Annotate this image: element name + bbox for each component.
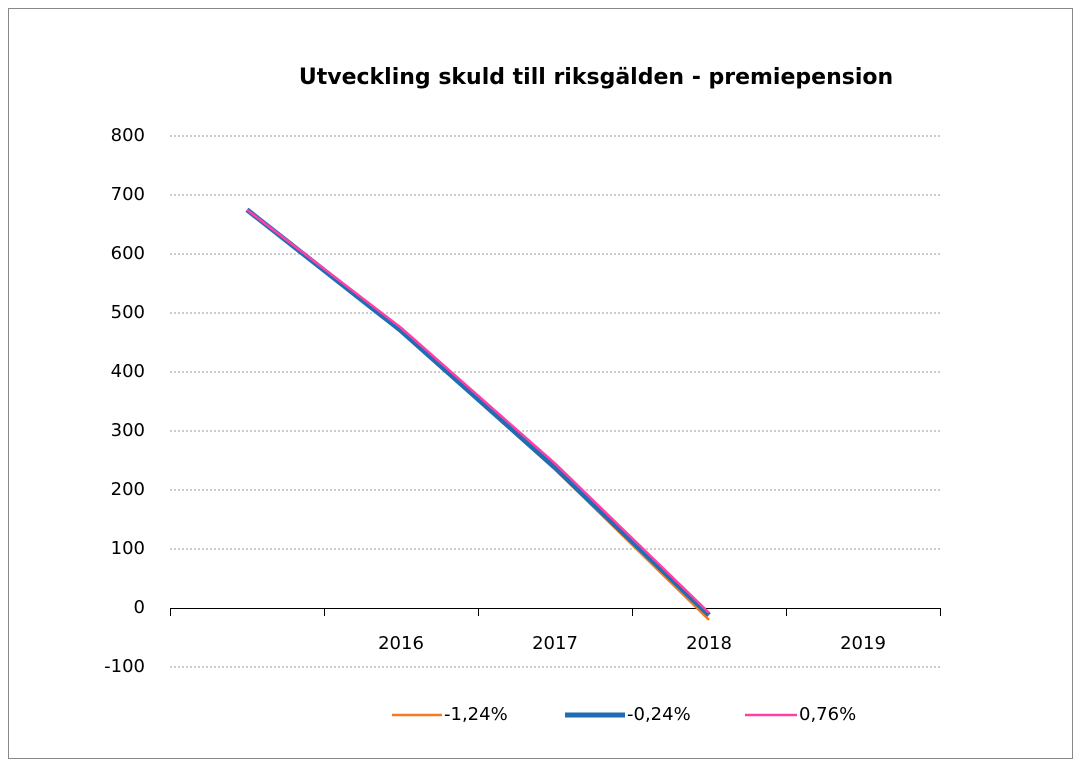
series-line [246,208,710,614]
y-tick-label: 200 [111,479,145,500]
chart-frame [8,8,1073,759]
y-tick-label: 0 [134,597,145,618]
y-tick-label: 600 [111,243,145,264]
legend-label: 0,76% [799,704,856,725]
x-tick-label: 2018 [686,633,732,654]
x-tick-label: 2016 [378,633,424,654]
x-tick-label: 2019 [840,633,886,654]
y-tick-label: 300 [111,420,145,441]
chart-title: Utveckling skuld till riksgälden - premi… [299,65,893,90]
x-tick-label: 2017 [532,633,578,654]
y-tick-label: -100 [104,656,145,677]
legend-label: -1,24% [444,704,508,725]
y-tick-label: 800 [111,125,145,146]
y-tick-label: 500 [111,302,145,323]
y-tick-label: 100 [111,538,145,559]
y-tick-label: 400 [111,361,145,382]
y-tick-label: 700 [111,184,145,205]
legend-label: -0,24% [627,704,691,725]
